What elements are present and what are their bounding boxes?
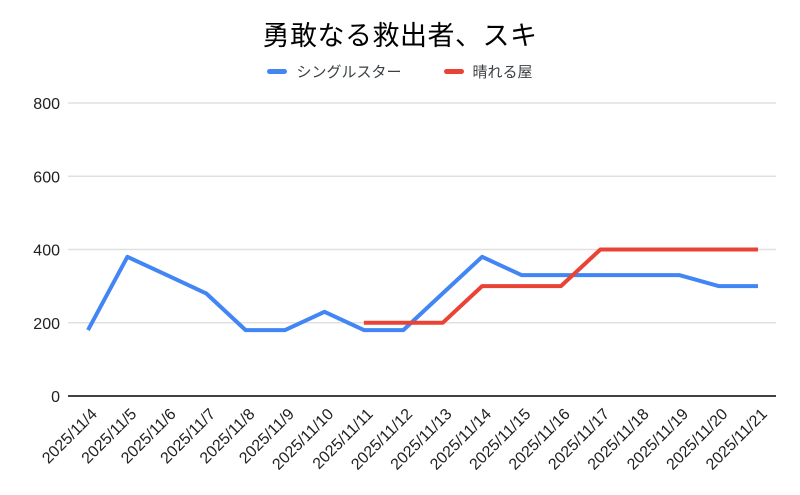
legend-label-single-star: シングルスター bbox=[296, 64, 402, 81]
legend: シングルスター 晴れる屋 bbox=[0, 61, 800, 82]
series-line-0 bbox=[86, 254, 758, 333]
y-tick-label: 400 bbox=[33, 243, 60, 260]
legend-item-single-star: シングルスター bbox=[267, 61, 402, 82]
legend-marker-blue bbox=[267, 69, 288, 74]
legend-marker-red bbox=[443, 69, 464, 74]
y-tick-label: 800 bbox=[33, 96, 60, 113]
y-tick-label: 200 bbox=[33, 316, 60, 333]
legend-label-hareruya: 晴れる屋 bbox=[472, 64, 533, 81]
y-tick-label: 0 bbox=[51, 389, 60, 406]
legend-item-hareruya: 晴れる屋 bbox=[443, 61, 533, 82]
series-line-1 bbox=[363, 247, 758, 325]
y-tick-label: 600 bbox=[33, 169, 60, 186]
chart-title: 勇敢なる救出者、スキ bbox=[262, 21, 538, 51]
